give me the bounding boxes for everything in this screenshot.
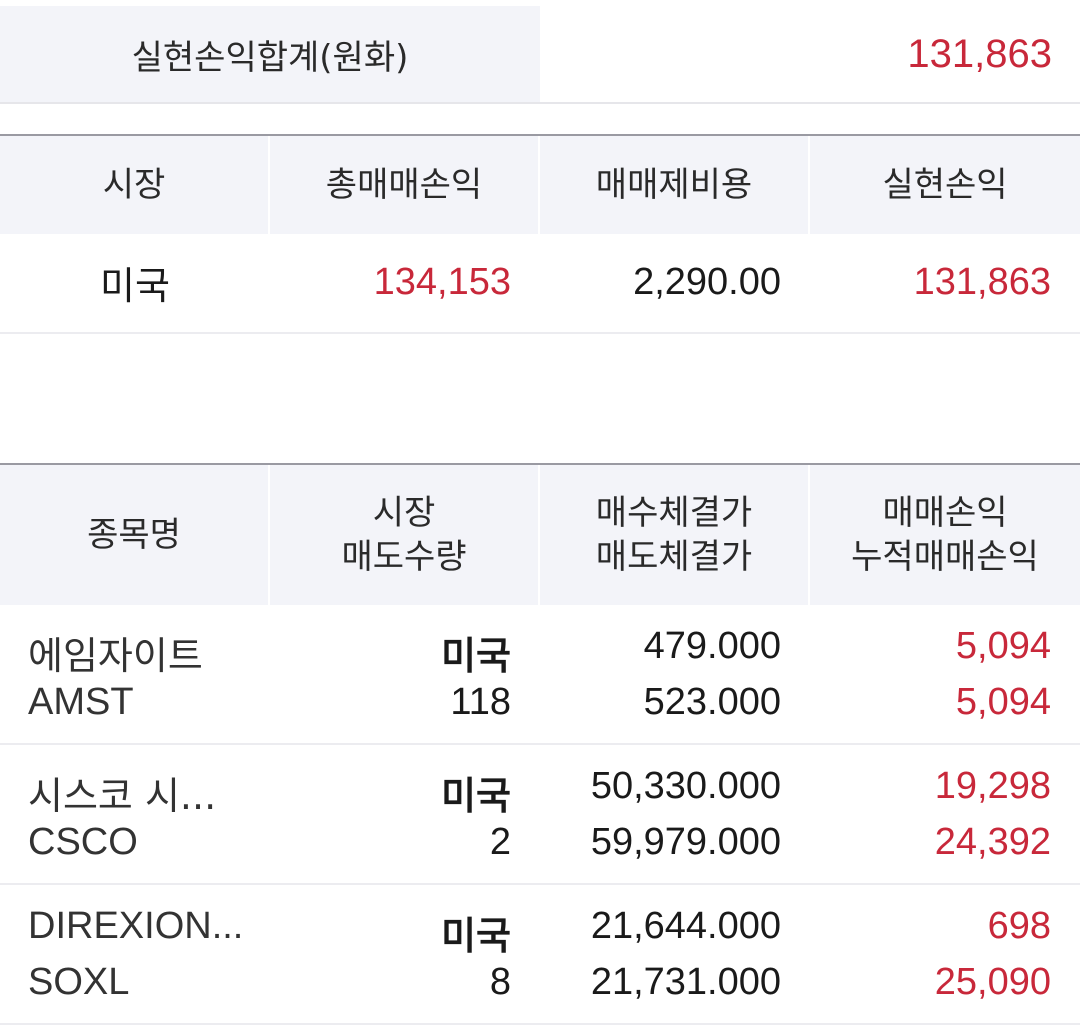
stock-ticker: AMST	[28, 681, 134, 723]
header-cum-pl-label: 누적매매손익	[851, 537, 1039, 577]
stock-ticker: SOXL	[28, 961, 130, 1003]
cum-pl: 24,392	[934, 821, 1051, 863]
header-pl: 매매손익 누적매매손익	[810, 465, 1080, 605]
stock-market: 미국	[441, 634, 511, 678]
header-total-pl: 총매매손익	[270, 136, 538, 234]
total-pl-value: 134,153	[373, 260, 511, 303]
stock-ticker: CSCO	[28, 821, 138, 863]
buy-price: 21,644.000	[590, 905, 781, 947]
header-realized-pl: 실현손익	[810, 136, 1080, 234]
table-row[interactable]: DIREXION... SOXL 미국 8 21,644.000 21,731.…	[0, 883, 1080, 1025]
summary-label: 실현손익합계(원화)	[0, 6, 540, 102]
header-market-label: 시장	[372, 493, 436, 533]
stock-market: 미국	[441, 914, 511, 958]
realized-pl-value: 131,863	[913, 260, 1051, 303]
table-row[interactable]: 에임자이트 AMST 미국 118 479.000 523.000 5,094 …	[0, 603, 1080, 745]
header-trade-pl-label: 매매손익	[882, 493, 1008, 533]
header-market: 시장	[0, 136, 268, 234]
stock-qty: 8	[489, 961, 511, 1003]
header-sell-qty-label: 매도수량	[341, 537, 467, 577]
summary-value: 131,863	[907, 31, 1052, 76]
buy-price: 50,330.000	[590, 765, 781, 807]
sell-price: 59,979.000	[590, 821, 781, 863]
header-prices: 매수체결가 매도체결가	[540, 465, 808, 605]
stock-table-header: 종목명 시장 매도수량 매수체결가 매도체결가 매매손익 누적매매손익	[0, 463, 1080, 605]
stock-name: 시스코 시...	[28, 774, 217, 818]
stock-name: 에임자이트	[28, 634, 203, 678]
trade-pl: 5,094	[955, 625, 1051, 667]
market-name: 미국	[100, 263, 170, 308]
header-stock-name-label: 종목명	[87, 515, 181, 555]
stock-market: 미국	[441, 774, 511, 818]
trade-pl: 698	[987, 905, 1051, 947]
stock-qty: 118	[450, 681, 511, 723]
fees-value: 2,290.00	[633, 260, 781, 303]
cum-pl: 5,094	[955, 681, 1051, 723]
realized-pl-summary: 실현손익합계(원화) 131,863	[0, 0, 1080, 104]
table-row[interactable]: 시스코 시... CSCO 미국 2 50,330.000 59,979.000…	[0, 743, 1080, 885]
stock-qty: 2	[489, 821, 511, 863]
header-market-qty: 시장 매도수량	[270, 465, 538, 605]
buy-price: 479.000	[643, 625, 781, 667]
header-buy-price-label: 매수체결가	[595, 493, 753, 533]
cum-pl: 25,090	[934, 961, 1051, 1003]
header-fees: 매매제비용	[540, 136, 808, 234]
stock-name: DIREXION...	[28, 905, 244, 947]
market-table-header: 시장 총매매손익 매매제비용 실현손익	[0, 134, 1080, 234]
header-sell-price-label: 매도체결가	[595, 537, 753, 577]
sell-price: 523.000	[643, 681, 781, 723]
sell-price: 21,731.000	[590, 961, 781, 1003]
market-row: 미국 134,153 2,290.00 131,863	[0, 232, 1080, 334]
header-stock-name: 종목명	[0, 465, 268, 605]
trade-pl: 19,298	[934, 765, 1051, 807]
